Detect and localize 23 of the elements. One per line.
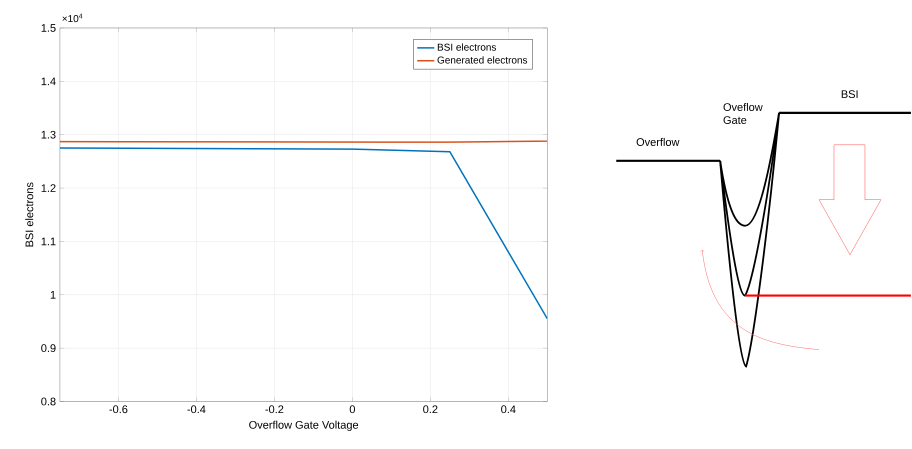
- text: ×10$^{4}$: [62, 13, 82, 22]
- line-series: [60, 147, 548, 320]
- legend-label: BSI electrons: [438, 43, 496, 50]
- y-tick-label: 1.4: [42, 77, 56, 85]
- y-tick-label: 1.3: [42, 130, 56, 138]
- text: Oveflow Gate: [724, 102, 763, 124]
- text: BSI: [842, 90, 858, 98]
- x-axis-title: Overflow Gate Voltage: [249, 420, 358, 431]
- x-tick-label: 0: [350, 405, 355, 413]
- x-tick-label: 0.2: [423, 405, 438, 413]
- y-tick-label: 0.9: [41, 344, 56, 352]
- y-tick-label: 1.2: [42, 184, 56, 192]
- y-tick-label: 1: [50, 290, 56, 298]
- y-tick-label: 1.1: [42, 237, 56, 245]
- y-axis-title: BSI electrons: [25, 182, 34, 246]
- y-tick-label: 0.8: [41, 397, 56, 406]
- y-tick-label: 1.5: [42, 24, 56, 32]
- x-tick-label: -0.2: [265, 405, 284, 413]
- x-tick-label: -0.4: [187, 405, 206, 413]
- text: Overflow: [636, 138, 680, 146]
- x-tick-label: -0.6: [109, 405, 128, 413]
- legend-label: Generated electrons: [438, 56, 528, 64]
- x-tick-label: 0.4: [501, 405, 516, 413]
